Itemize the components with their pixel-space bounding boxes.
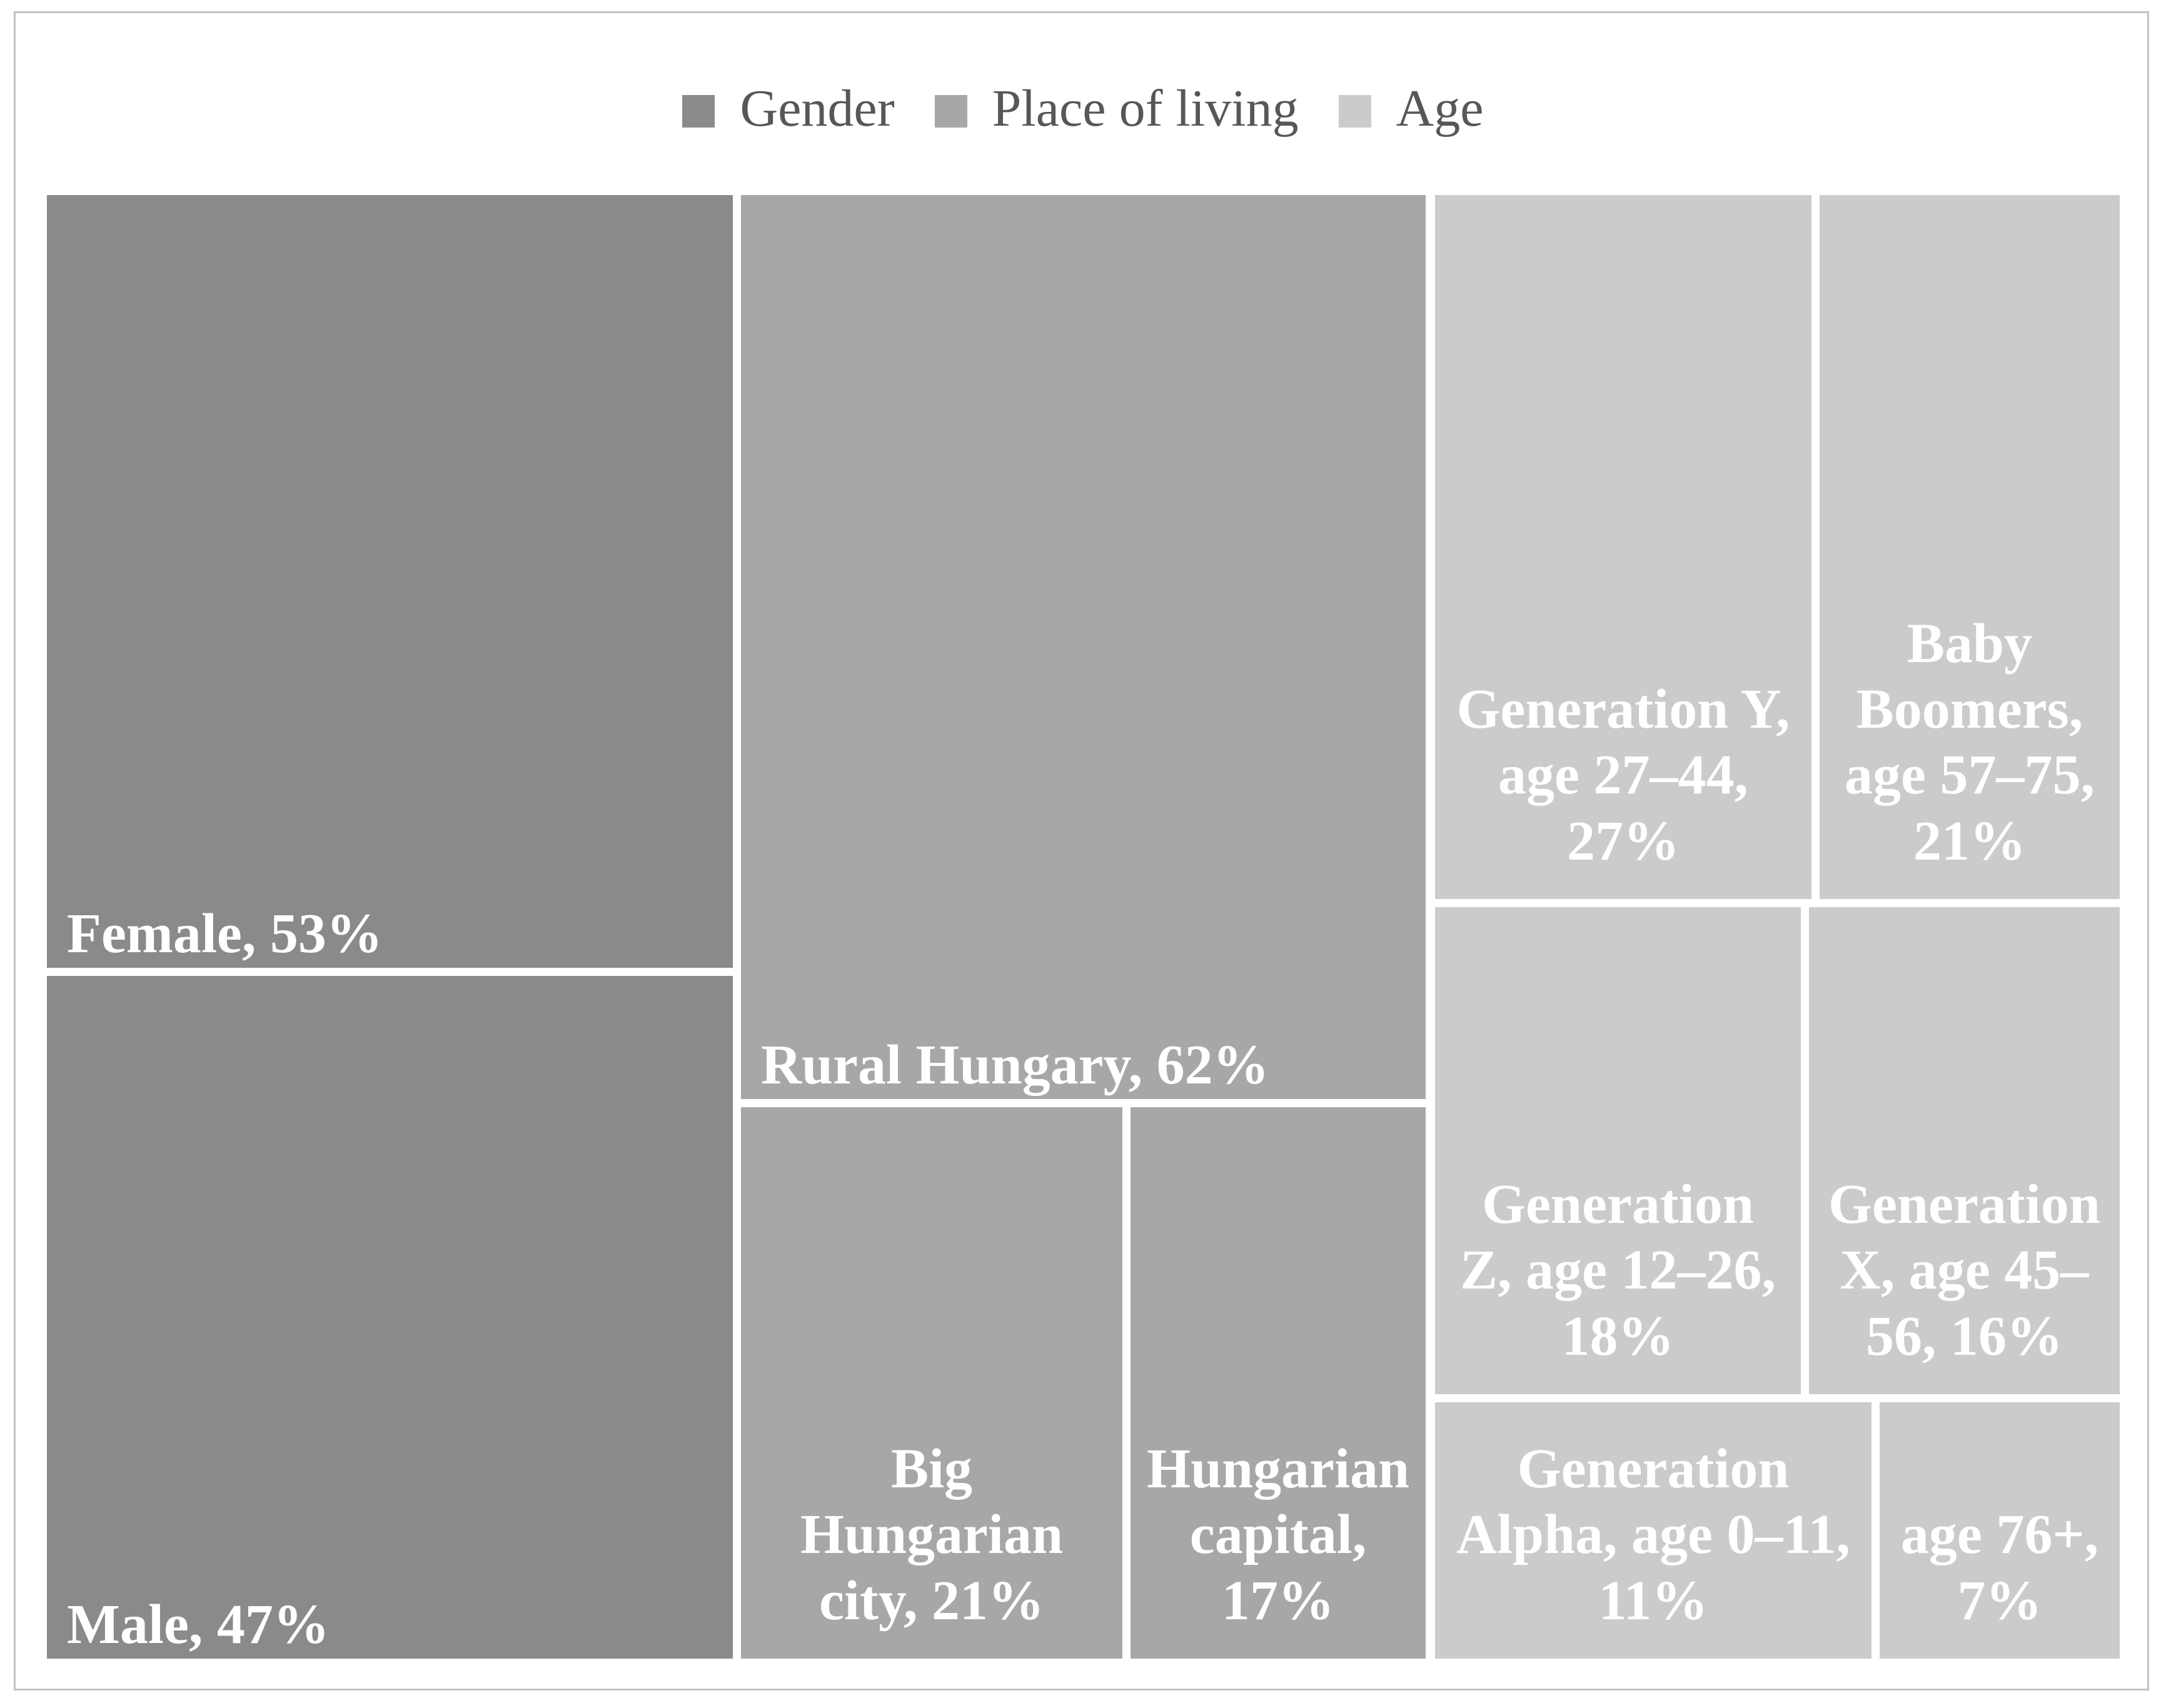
legend: Gender Place of living Age — [0, 68, 2166, 155]
cell-label-female: Female, 53% — [67, 902, 383, 965]
legend-label-age: Age — [1396, 79, 1484, 138]
treemap: Female, 53% Male, 47% Rural Hungary, 62%… — [47, 195, 2120, 1659]
cell-label-generation-x: Generation X, age 45– 56, 16% — [1828, 1173, 2100, 1367]
cell-label-generation-y: Generation Y, age 27–44, 27% — [1456, 678, 1790, 872]
legend-swatch-age — [1338, 95, 1371, 128]
treemap-cell-age-76-plus: age 76+, 7% — [1880, 1402, 2120, 1659]
legend-item-place-of-living: Place of living — [934, 79, 1299, 140]
legend-item-gender: Gender — [682, 79, 895, 140]
cell-label-age-76-plus: age 76+, 7% — [1900, 1504, 2099, 1632]
cell-label-baby-boomers: Baby Boomers, age 57–75, 21% — [1845, 612, 2095, 872]
legend-swatch-gender — [682, 95, 715, 128]
treemap-cell-generation-z: Generation Z, age 12–26, 18% — [1435, 907, 1801, 1394]
treemap-cell-baby-boomers: Baby Boomers, age 57–75, 21% — [1820, 195, 2120, 899]
treemap-cell-generation-alpha: Generation Alpha, age 0–11, 11% — [1435, 1402, 1871, 1659]
legend-item-age: Age — [1338, 79, 1484, 140]
treemap-cell-generation-x: Generation X, age 45– 56, 16% — [1809, 907, 2120, 1394]
treemap-cell-generation-y: Generation Y, age 27–44, 27% — [1435, 195, 1811, 899]
cell-label-generation-alpha: Generation Alpha, age 0–11, 11% — [1456, 1438, 1851, 1632]
treemap-cell-big-hungarian-city: Big Hungarian city, 21% — [741, 1107, 1122, 1659]
legend-label-gender: Gender — [740, 79, 895, 138]
treemap-cell-male: Male, 47% — [47, 976, 733, 1659]
cell-label-male: Male, 47% — [67, 1593, 330, 1655]
treemap-cell-hungarian-capital: Hungarian capital, 17% — [1131, 1107, 1426, 1659]
cell-label-generation-z: Generation Z, age 12–26, 18% — [1460, 1173, 1776, 1367]
treemap-cell-rural-hungary: Rural Hungary, 62% — [741, 195, 1426, 1099]
legend-label-place-of-living: Place of living — [992, 79, 1299, 138]
cell-label-rural-hungary: Rural Hungary, 62% — [761, 1033, 1269, 1096]
legend-swatch-place-of-living — [934, 95, 967, 128]
cell-label-hungarian-capital: Hungarian capital, 17% — [1146, 1438, 1410, 1632]
treemap-cell-female: Female, 53% — [47, 195, 733, 968]
cell-label-big-hungarian-city: Big Hungarian city, 21% — [800, 1438, 1064, 1632]
